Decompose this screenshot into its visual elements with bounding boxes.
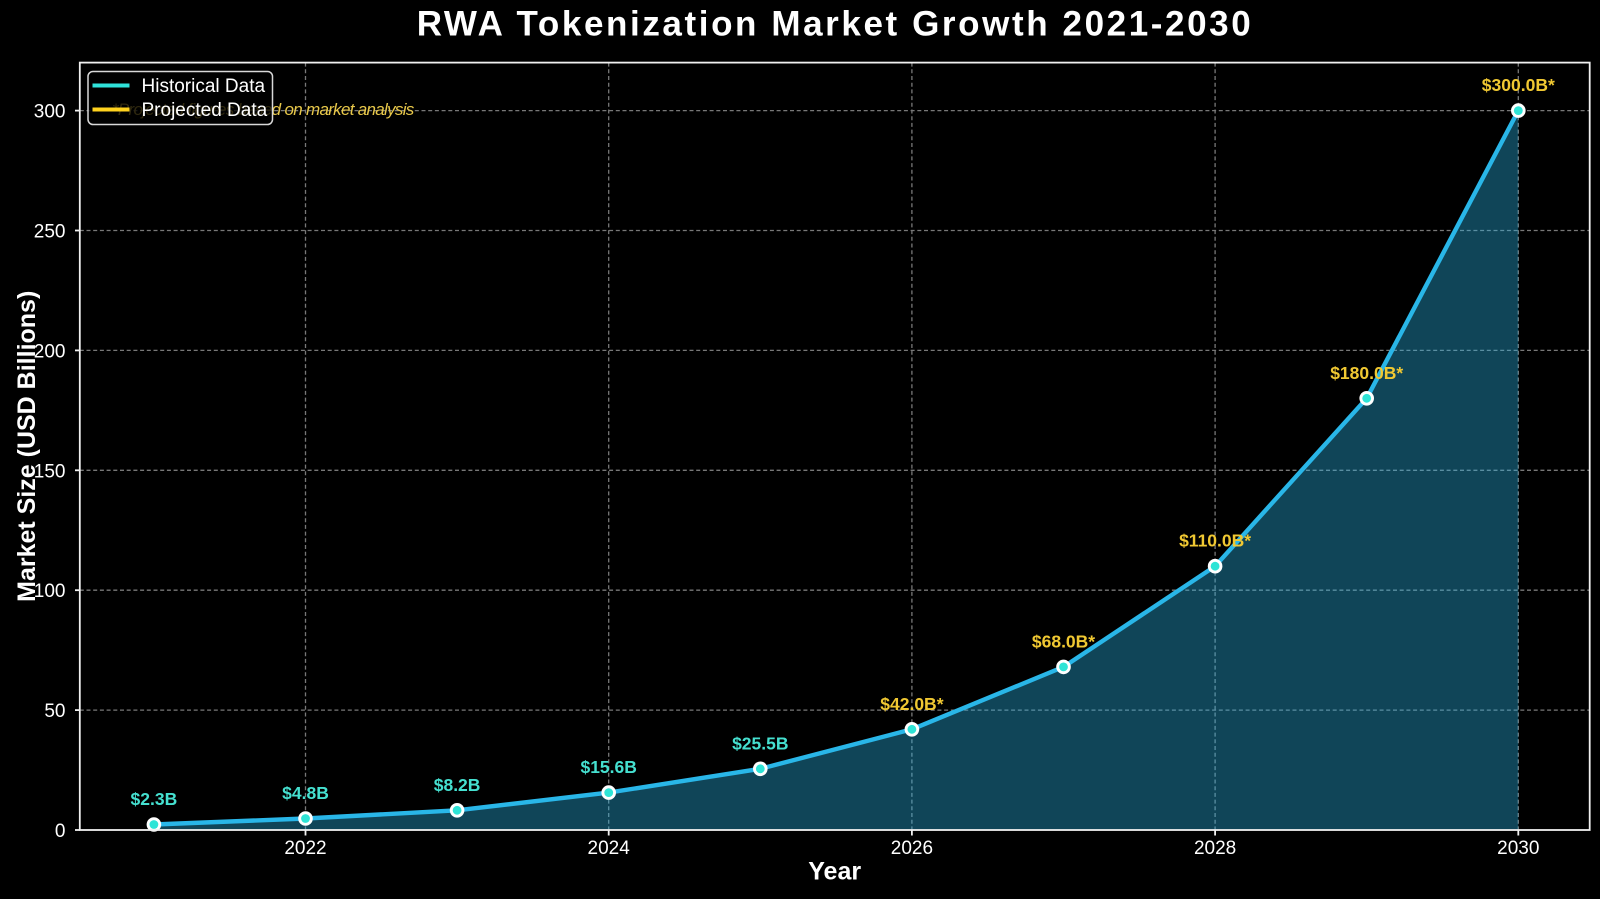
- svg-text:250: 250: [34, 222, 66, 243]
- svg-text:$2.3B: $2.3B: [131, 789, 178, 809]
- svg-text:Projected Data: Projected Data: [142, 100, 268, 121]
- svg-text:Year: Year: [808, 858, 861, 886]
- svg-text:$180.0B*: $180.0B*: [1330, 363, 1403, 383]
- svg-text:$110.0B*: $110.0B*: [1179, 531, 1251, 551]
- svg-text:2030: 2030: [1497, 838, 1539, 859]
- svg-text:$4.8B: $4.8B: [282, 783, 329, 803]
- svg-text:50: 50: [44, 701, 65, 722]
- svg-text:100: 100: [34, 581, 66, 602]
- svg-text:$15.6B: $15.6B: [580, 757, 636, 777]
- svg-text:2028: 2028: [1194, 838, 1236, 859]
- svg-text:$8.2B: $8.2B: [434, 775, 481, 795]
- svg-text:300: 300: [34, 102, 66, 123]
- svg-text:Market Size (USD Billions): Market Size (USD Billions): [13, 291, 41, 602]
- svg-text:2022: 2022: [284, 838, 326, 859]
- svg-text:2024: 2024: [588, 838, 631, 859]
- svg-text:0: 0: [55, 821, 66, 842]
- svg-text:$68.0B*: $68.0B*: [1032, 631, 1095, 651]
- svg-text:Historical Data: Historical Data: [142, 76, 266, 97]
- svg-text:$42.0B*: $42.0B*: [880, 694, 943, 714]
- svg-text:200: 200: [34, 341, 66, 362]
- svg-text:150: 150: [34, 461, 66, 482]
- svg-text:2026: 2026: [891, 838, 933, 859]
- svg-text:$300.0B*: $300.0B*: [1482, 75, 1555, 95]
- svg-text:$25.5B: $25.5B: [732, 733, 788, 753]
- svg-text:RWA Tokenization Market Growth: RWA Tokenization Market Growth 2021-2030: [417, 5, 1254, 44]
